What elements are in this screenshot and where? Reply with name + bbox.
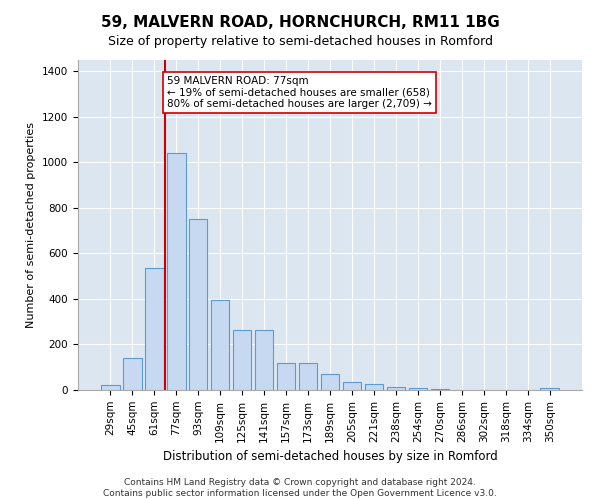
Text: Contains HM Land Registry data © Crown copyright and database right 2024.
Contai: Contains HM Land Registry data © Crown c… [103, 478, 497, 498]
Text: 59 MALVERN ROAD: 77sqm
← 19% of semi-detached houses are smaller (658)
80% of se: 59 MALVERN ROAD: 77sqm ← 19% of semi-det… [167, 76, 432, 109]
Bar [167, 154, 185, 390]
Y-axis label: Number of semi-detached properties: Number of semi-detached properties [26, 122, 37, 328]
Bar [145, 268, 164, 390]
Bar [101, 385, 119, 390]
Text: 59, MALVERN ROAD, HORNCHURCH, RM11 1BG: 59, MALVERN ROAD, HORNCHURCH, RM11 1BG [101, 15, 499, 30]
Bar [299, 362, 317, 390]
Bar [123, 358, 142, 390]
Bar [365, 384, 383, 390]
Bar [320, 374, 340, 390]
Bar [277, 362, 295, 390]
Bar [189, 220, 208, 390]
Bar [541, 388, 559, 390]
Bar [211, 300, 229, 390]
Bar [255, 330, 274, 390]
Text: Size of property relative to semi-detached houses in Romford: Size of property relative to semi-detach… [107, 35, 493, 48]
X-axis label: Distribution of semi-detached houses by size in Romford: Distribution of semi-detached houses by … [163, 450, 497, 463]
Bar [409, 388, 427, 390]
Bar [386, 388, 405, 390]
Bar [233, 330, 251, 390]
Bar [343, 382, 361, 390]
